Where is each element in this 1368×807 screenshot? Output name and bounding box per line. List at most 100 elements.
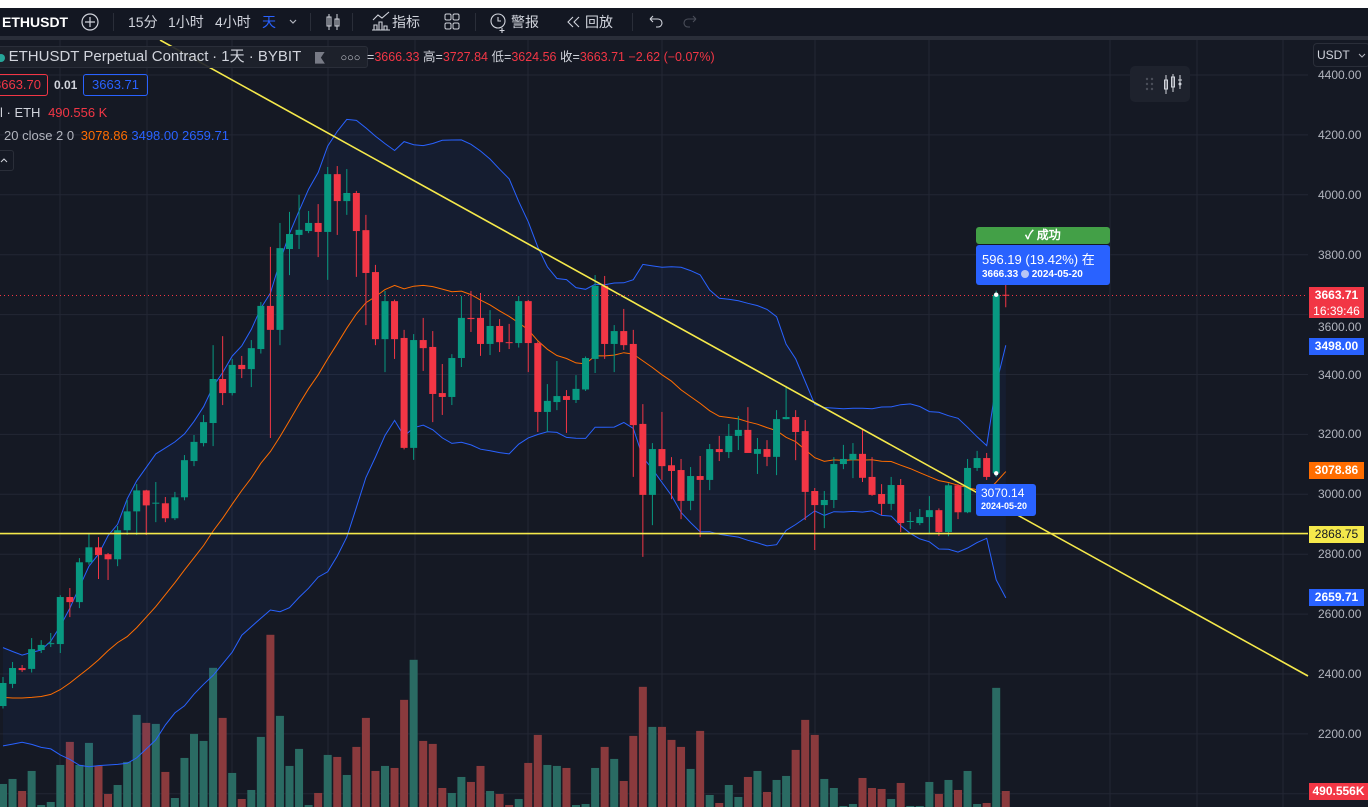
volume-bar bbox=[142, 722, 151, 807]
volume-bar bbox=[46, 801, 55, 807]
volume-legend[interactable]: l · ETH 490.556 K bbox=[0, 105, 107, 121]
symbol-button[interactable]: ETHUSDT bbox=[2, 14, 69, 30]
candle bbox=[343, 169, 351, 215]
flag-icon[interactable] bbox=[314, 51, 325, 64]
candle bbox=[859, 429, 866, 483]
volume-bar bbox=[209, 667, 218, 807]
indicators-button[interactable]: 指标 bbox=[370, 8, 420, 36]
interval-15m[interactable]: 15分 bbox=[128, 14, 158, 30]
candle-body bbox=[820, 499, 828, 506]
alert-button[interactable]: 警报 bbox=[487, 8, 539, 36]
candle-body bbox=[362, 230, 370, 273]
candle-body bbox=[983, 458, 991, 477]
volume-bar bbox=[677, 746, 686, 807]
buy-button[interactable]: 3663.71 bbox=[83, 74, 148, 96]
floating-toolbar[interactable] bbox=[1130, 66, 1190, 102]
candle bbox=[180, 455, 188, 501]
volume-bar bbox=[629, 735, 638, 807]
candle bbox=[677, 458, 685, 520]
price-axis-tick: 3800.00 bbox=[1318, 247, 1362, 262]
candle bbox=[830, 457, 838, 509]
volume-bar bbox=[696, 730, 705, 807]
bb-legend[interactable]: 20 close 2 0 3078.86 3498.00 2659.71 bbox=[4, 128, 229, 144]
symbol-title: ETHUSDT Perpetual Contract bbox=[8, 48, 209, 65]
candle bbox=[448, 354, 456, 406]
volume-bar bbox=[247, 789, 256, 807]
ohlc-open: =3666.33 bbox=[367, 50, 420, 64]
measure-end-point bbox=[994, 292, 999, 297]
volume-bar bbox=[657, 726, 666, 807]
candle-body bbox=[562, 396, 570, 400]
candle-body bbox=[123, 511, 131, 531]
replay-label: 回放 bbox=[585, 14, 613, 30]
candle bbox=[0, 676, 7, 709]
compare-symbol-button[interactable] bbox=[80, 8, 100, 36]
volume-bar bbox=[113, 784, 122, 807]
price-axis-tick: 2600.00 bbox=[1318, 607, 1362, 622]
interval-4h[interactable]: 4小时 bbox=[215, 14, 251, 30]
candle-body bbox=[0, 682, 7, 707]
interval-dropdown[interactable] bbox=[287, 8, 299, 36]
sell-button[interactable]: 3663.70 bbox=[0, 74, 48, 96]
volume-bar bbox=[533, 734, 542, 807]
candle bbox=[438, 364, 446, 415]
candle bbox=[104, 553, 112, 580]
separator bbox=[632, 13, 633, 31]
candle-body bbox=[75, 562, 83, 603]
replay-icon bbox=[567, 16, 580, 28]
candle bbox=[152, 482, 160, 523]
candle bbox=[238, 355, 246, 379]
volume-bar bbox=[877, 788, 886, 807]
collapse-legend-button[interactable] bbox=[0, 150, 14, 171]
price-axis-tick: 3400.00 bbox=[1318, 367, 1362, 382]
replay-button[interactable]: 回放 bbox=[563, 8, 613, 36]
price-chart[interactable] bbox=[0, 40, 1368, 807]
candle-body bbox=[152, 502, 160, 504]
candle-body bbox=[572, 388, 580, 400]
candle bbox=[849, 443, 857, 479]
undo-button[interactable] bbox=[645, 8, 665, 36]
symbol-legend[interactable]: ETHUSDT Perpetual Contract · 1天 · BYBIT … bbox=[0, 46, 368, 68]
measure-start-date: 2024-05-20 bbox=[981, 501, 1028, 511]
candle-body bbox=[142, 490, 150, 506]
layout-button[interactable] bbox=[442, 8, 462, 36]
volume-bar bbox=[56, 764, 65, 807]
candle bbox=[906, 511, 914, 530]
volume-bar bbox=[514, 798, 523, 807]
price-axis-tick: 2800.00 bbox=[1318, 547, 1362, 562]
candle bbox=[534, 341, 542, 433]
price-axis-tick: 4400.00 bbox=[1318, 68, 1362, 82]
interval-1d[interactable]: 天 bbox=[262, 14, 276, 30]
candle bbox=[371, 264, 379, 346]
candle-body bbox=[744, 429, 752, 453]
candle-body bbox=[228, 364, 236, 394]
currency-select[interactable]: USDT bbox=[1313, 43, 1368, 67]
measure-change: 596.19 (19.42%) 在 bbox=[982, 252, 1095, 267]
chart-type-button[interactable] bbox=[324, 8, 342, 36]
volume-bar bbox=[123, 761, 132, 807]
redo-button[interactable] bbox=[681, 8, 701, 36]
chart-pane[interactable]: ETHUSDT Perpetual Contract · 1天 · BYBIT … bbox=[0, 40, 1368, 807]
candle bbox=[419, 317, 427, 371]
interval-1h[interactable]: 1小时 bbox=[168, 14, 204, 30]
candle-body bbox=[973, 458, 981, 468]
candle bbox=[792, 410, 800, 461]
candle bbox=[820, 491, 828, 529]
indicators-icon bbox=[372, 11, 390, 31]
more-options-icon[interactable]: ○○○ bbox=[340, 52, 361, 64]
candle-body bbox=[897, 485, 905, 524]
candle bbox=[142, 489, 150, 536]
candle-body bbox=[916, 517, 924, 524]
volume-bar bbox=[610, 758, 619, 807]
volume-bar bbox=[839, 805, 848, 807]
volume-bar bbox=[915, 805, 924, 807]
volume-bar bbox=[190, 733, 198, 807]
candle-body bbox=[792, 417, 800, 433]
candle bbox=[753, 437, 761, 474]
candle-body bbox=[457, 317, 465, 359]
candle bbox=[648, 443, 656, 526]
ohlc-close: 收=3663.71 bbox=[559, 50, 625, 64]
candle bbox=[601, 275, 609, 359]
exchange-logo-icon bbox=[0, 53, 5, 62]
volume-bar bbox=[371, 770, 380, 807]
